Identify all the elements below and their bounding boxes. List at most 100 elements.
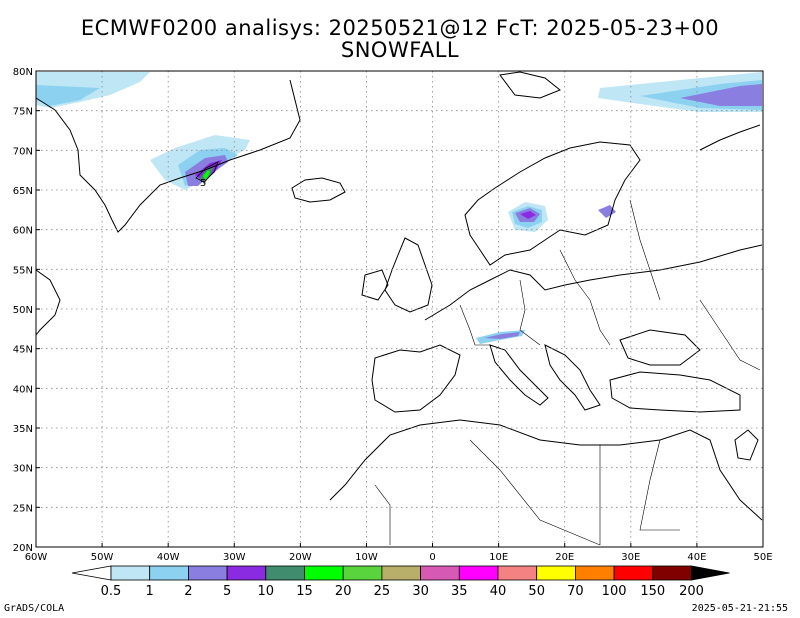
snow-patch-ne-inner	[680, 84, 762, 106]
coast-scandinavia	[464, 141, 641, 266]
border-6	[469, 439, 601, 546]
border-3	[629, 199, 661, 301]
lat-label: 35N	[13, 424, 33, 435]
map-frame	[35, 70, 764, 548]
map-area: 5	[35, 70, 764, 548]
legend-label: 10	[258, 584, 275, 599]
lat-label: 65N	[13, 186, 33, 197]
legend-swatch	[613, 565, 654, 581]
snow-patch-alps-inner	[484, 332, 520, 339]
lat-label: 50N	[13, 305, 33, 316]
lat-label: 30N	[13, 464, 33, 475]
longitude-labels: 60W 50W 40W 30W 20W 10W 0 10E 20E 30E 40E 50E	[25, 552, 773, 563]
legend-label: 30	[412, 584, 429, 599]
coast-caspian	[734, 429, 759, 461]
borders	[374, 199, 761, 546]
map-title: ECMWF0200 analisys: 20250521@12 FcT: 202…	[80, 16, 720, 40]
coast-north-africa	[329, 419, 763, 521]
coast-italy	[489, 344, 549, 406]
border-8	[639, 439, 680, 531]
coast-black-sea	[619, 329, 701, 366]
lon-label: 40W	[157, 552, 180, 563]
legend-swatch	[110, 565, 151, 581]
lat-label: 55N	[13, 265, 33, 276]
lon-label: 60W	[25, 552, 48, 563]
lon-label: 30E	[621, 552, 640, 563]
lat-label: 20N	[13, 543, 33, 554]
legend-swatch	[575, 565, 615, 581]
legend-labels: 0.5 1 2 5 10 15 20 25 30 35 40 50 70 100 150 200	[101, 584, 704, 599]
footer-timestamp: 2025-05-21-21:55	[691, 603, 788, 614]
coast-novaya-zemlya	[699, 124, 761, 151]
lat-label: 70N	[13, 146, 33, 157]
border-4	[459, 304, 490, 346]
legend-swatch	[265, 565, 305, 581]
snow-patch-nw-inner	[36, 85, 100, 106]
border-2	[559, 249, 611, 346]
legend-label: 0.5	[101, 584, 122, 599]
color-legend	[71, 565, 730, 581]
legend-label: 25	[374, 584, 391, 599]
snow-patch-greenland-lime	[203, 170, 210, 180]
lon-label: 30W	[223, 552, 246, 563]
footer-credit: GrADS/COLA	[4, 603, 65, 614]
lat-label: 45N	[13, 345, 33, 356]
coast-iberia	[371, 344, 461, 413]
lon-label: 20E	[555, 552, 574, 563]
legend-label: 70	[567, 584, 584, 599]
coast-svalbard	[499, 71, 561, 99]
lat-label: 75N	[13, 107, 33, 118]
border-1	[519, 279, 541, 346]
legend-swatch	[187, 565, 228, 581]
lon-label: 50E	[753, 552, 772, 563]
legend-label: 40	[490, 584, 507, 599]
lon-label: 20W	[289, 552, 312, 563]
coast-greenland-west	[35, 79, 301, 233]
lat-label: 40N	[13, 384, 33, 395]
legend-label: 20	[335, 584, 352, 599]
legend-swatch	[458, 565, 499, 581]
legend-label: 35	[451, 584, 468, 599]
legend-swatch	[536, 565, 576, 581]
legend-swatch	[497, 565, 538, 581]
snow-patch-scandinavia-core	[520, 211, 536, 219]
latitude-labels: 80N 75N 70N 65N 60N 55N 50N 45N 40N 35N 30N 25N 20N	[13, 67, 33, 554]
legend-label: 15	[296, 584, 313, 599]
lat-label: 80N	[13, 67, 33, 78]
coast-ireland	[361, 269, 389, 301]
lat-lon-grid	[35, 70, 764, 548]
coastlines	[35, 71, 763, 521]
lon-label: 0	[429, 552, 435, 563]
legend-label: 5	[223, 584, 231, 599]
legend-label: 2	[184, 584, 192, 599]
legend-label: 200	[679, 584, 704, 599]
snowfall-shading	[36, 72, 762, 344]
border-5	[374, 484, 391, 545]
lon-label: 10W	[355, 552, 378, 563]
lon-label: 10E	[489, 552, 508, 563]
legend-label: 1	[146, 584, 154, 599]
legend-arrow-high	[691, 565, 730, 581]
lat-label: 25N	[13, 503, 33, 514]
snowfall-contour	[195, 161, 219, 183]
legend-swatch	[226, 565, 267, 581]
legend-label: 150	[640, 584, 665, 599]
legend-swatch	[149, 565, 189, 581]
coast-europe	[424, 244, 763, 321]
legend-swatch	[381, 565, 421, 581]
map-subtitle: SNOWFALL	[340, 38, 460, 62]
snow-patch-finland	[598, 205, 616, 218]
lon-label: 50W	[91, 552, 114, 563]
legend-label: 100	[602, 584, 627, 599]
coast-turkey	[609, 371, 741, 413]
legend-arrow-low	[71, 565, 112, 581]
legend-label: 50	[528, 584, 545, 599]
contour-label: 5	[200, 178, 206, 189]
coast-balkans-greece	[544, 344, 601, 411]
lon-label: 40E	[687, 552, 706, 563]
border-9	[699, 299, 761, 371]
lat-label: 60N	[13, 226, 33, 237]
legend-swatch	[652, 565, 692, 581]
legend-swatch	[420, 565, 460, 581]
